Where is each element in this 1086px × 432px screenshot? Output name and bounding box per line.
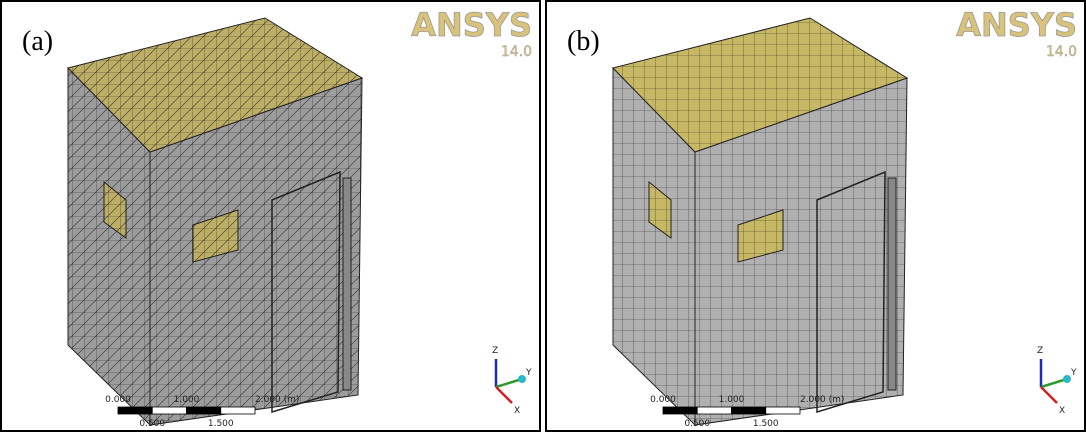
scale-label: 0.500 [139,419,165,429]
scale-segment [732,407,766,414]
figure: (a)ANSYS14.00.0001.0002.000 (m)0.5001.50… [0,0,1086,432]
scale-segment [118,407,152,414]
axis-y-label: Y [525,368,532,378]
triad-center [518,375,526,383]
scale-segment [663,407,697,414]
scale-label: 1.500 [208,419,234,429]
logo: ANSYS [411,6,532,44]
scale-label: 2.000 (m) [255,395,299,405]
scale-label: 0.000 [105,395,131,405]
scale-segment [697,407,731,414]
panel-label: (b) [567,26,600,57]
scale-segment [766,407,800,414]
version: 14.0 [1046,44,1077,60]
axis-z-label: Z [1037,346,1043,356]
axis-z-label: Z [492,346,498,356]
axis-x-label: X [1059,406,1065,416]
scale-segment [221,407,255,414]
axis-y-label: Y [1070,368,1077,378]
scale-segment [187,407,221,414]
door-frame-post [888,178,896,390]
logo: ANSYS [956,6,1077,44]
triad-center [1063,375,1071,383]
scale-label: 1.000 [174,395,200,405]
scale-label: 1.000 [719,395,745,405]
door-frame-post [343,178,351,390]
version: 14.0 [501,44,532,60]
scale-label: 1.500 [753,419,779,429]
scale-segment [152,407,186,414]
scale-label: 0.000 [650,395,676,405]
scale-label: 0.500 [684,419,710,429]
axis-x-label: X [514,406,520,416]
panel-label: (a) [22,26,53,57]
scale-label: 2.000 (m) [800,395,844,405]
